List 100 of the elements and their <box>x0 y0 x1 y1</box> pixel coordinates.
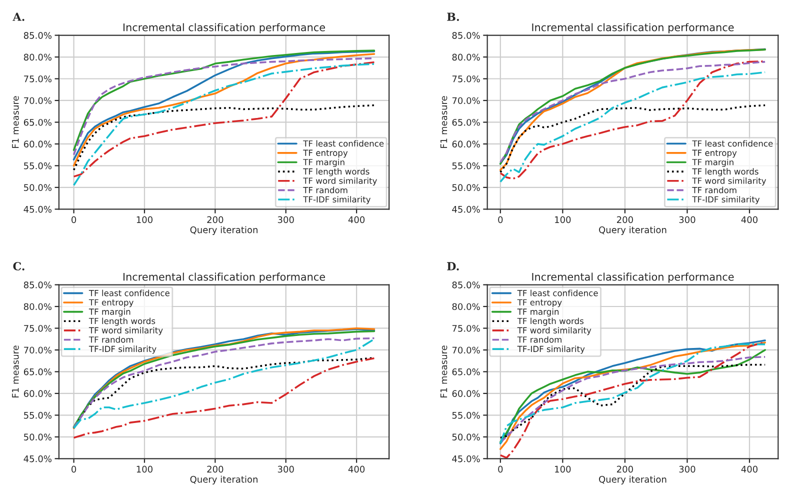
legend-label: TF-IDF similarity <box>303 196 371 204</box>
x-tick-label: 300 <box>278 216 294 224</box>
x-tick-label: 400 <box>741 466 758 473</box>
x-axis-title: Query iteration <box>190 226 258 235</box>
x-tick-label: 400 <box>741 216 758 224</box>
x-tick-label: 0 <box>498 216 503 224</box>
x-tick-label: 400 <box>348 466 365 473</box>
legend-label: TF word similarity <box>692 177 766 186</box>
y-tick-label: 60.0% <box>452 390 480 397</box>
x-tick-label: 200 <box>616 466 633 473</box>
legend-label: TF least confidence <box>692 140 773 147</box>
chart-title: Incremental classification performance <box>123 272 325 283</box>
y-tick-label: 85.0% <box>452 32 480 39</box>
y-tick-label: 65.0% <box>452 118 480 126</box>
legend-label: TF entropy <box>303 150 348 158</box>
chart-title: Incremental classification performance <box>123 23 325 34</box>
x-axis-title: Query iteration <box>599 476 666 484</box>
y-tick-label: 75.0% <box>452 75 480 82</box>
y-tick-label: 65.0% <box>24 368 52 376</box>
legend-label: TF margin <box>303 158 344 167</box>
y-tick-label: 50.0% <box>24 184 52 191</box>
x-tick-label: 300 <box>679 466 696 473</box>
x-tick-label: 300 <box>278 466 294 473</box>
y-axis-title: F1 measure <box>12 346 19 398</box>
y-tick-label: 45.0% <box>24 455 52 462</box>
legend-label: TF length words <box>692 168 758 176</box>
legend-label: TF entropy <box>88 299 134 308</box>
x-tick-label: 300 <box>679 216 696 224</box>
legend-label: TF entropy <box>517 299 562 308</box>
x-axis-title: Query iteration <box>599 226 666 235</box>
y-tick-label: 65.0% <box>24 118 52 126</box>
legend-label: TF random <box>88 336 134 343</box>
legend-label: TF length words <box>303 168 370 176</box>
legend-label: TF length words <box>517 318 584 326</box>
x-tick-label: 0 <box>72 466 76 473</box>
y-tick-label: 85.0% <box>452 281 480 288</box>
y-tick-label: 60.0% <box>452 140 480 148</box>
x-tick-label: 100 <box>555 466 571 473</box>
legend-label: TF random <box>303 186 348 194</box>
x-tick-label: 200 <box>207 466 224 473</box>
chart-title: Incremental classification performance <box>532 272 734 283</box>
y-tick-label: 50.0% <box>24 434 52 440</box>
y-tick-label: 75.0% <box>24 324 52 332</box>
y-tick-label: 75.0% <box>24 75 52 82</box>
x-tick-label: 0 <box>72 216 76 224</box>
y-tick-label: 70.0% <box>24 97 52 104</box>
legend-label: TF least confidence <box>303 140 384 147</box>
y-tick-label: 45.0% <box>24 206 52 213</box>
x-tick-label: 0 <box>498 466 503 473</box>
text: C. <box>13 262 24 270</box>
x-tick-label: 100 <box>136 466 152 473</box>
legend-label: TF random <box>692 186 736 194</box>
legend-label: TF margin <box>692 158 734 167</box>
x-axis-title: Query iteration <box>190 476 258 484</box>
legend-label: TF margin <box>88 308 130 316</box>
y-tick-label: 80.0% <box>452 303 480 310</box>
legend-label: TF word similarity <box>303 177 377 186</box>
y-tick-label: 75.0% <box>452 324 480 332</box>
legend-label: TF-IDF similarity <box>517 346 585 354</box>
legend-label: TF-IDF similarity <box>692 196 760 204</box>
y-tick-label: 45.0% <box>452 455 480 462</box>
y-tick-label: 60.0% <box>24 390 52 397</box>
text: D. <box>447 262 459 270</box>
legend-label: TF word similarity <box>517 327 592 336</box>
legend-label: TF-IDF similarity <box>88 346 156 354</box>
y-axis-title: F1 measure <box>440 346 448 398</box>
y-tick-label: 80.0% <box>452 54 480 61</box>
legend-label: TF least confidence <box>517 290 598 296</box>
x-tick-label: 400 <box>348 216 365 224</box>
y-axis-title: F1 measure <box>12 96 19 148</box>
legend-label: TF random <box>517 336 562 343</box>
y-tick-label: 80.0% <box>24 54 52 61</box>
y-tick-label: 80.0% <box>24 303 52 310</box>
y-tick-label: 55.0% <box>452 412 480 419</box>
y-axis-title: F1 measure <box>440 96 448 148</box>
legend-label: TF word similarity <box>88 327 163 336</box>
y-tick-label: 60.0% <box>24 140 52 148</box>
legend-label: TF least confidence <box>88 290 170 296</box>
y-tick-label: 85.0% <box>24 281 52 288</box>
y-tick-label: 50.0% <box>452 184 480 191</box>
legend-label: TF length words <box>88 318 156 326</box>
y-tick-label: 85.0% <box>24 32 52 39</box>
legend-label: TF margin <box>517 308 559 316</box>
legend-label: TF entropy <box>692 150 737 158</box>
chart-title: Incremental classification performance <box>532 23 734 34</box>
x-tick-label: 200 <box>207 216 224 224</box>
y-tick-label: 65.0% <box>452 368 480 376</box>
y-tick-label: 45.0% <box>452 206 480 213</box>
y-tick-label: 70.0% <box>24 346 52 354</box>
y-tick-label: 70.0% <box>452 346 480 354</box>
y-tick-label: 55.0% <box>24 162 52 170</box>
text: B. <box>447 12 459 21</box>
x-tick-label: 100 <box>136 216 152 224</box>
x-tick-label: 200 <box>616 216 633 224</box>
text: A. <box>12 12 24 21</box>
x-tick-label: 100 <box>555 216 571 224</box>
y-tick-label: 50.0% <box>452 434 480 440</box>
y-tick-label: 55.0% <box>24 412 52 419</box>
y-tick-label: 55.0% <box>452 162 480 170</box>
y-tick-label: 70.0% <box>452 97 480 104</box>
